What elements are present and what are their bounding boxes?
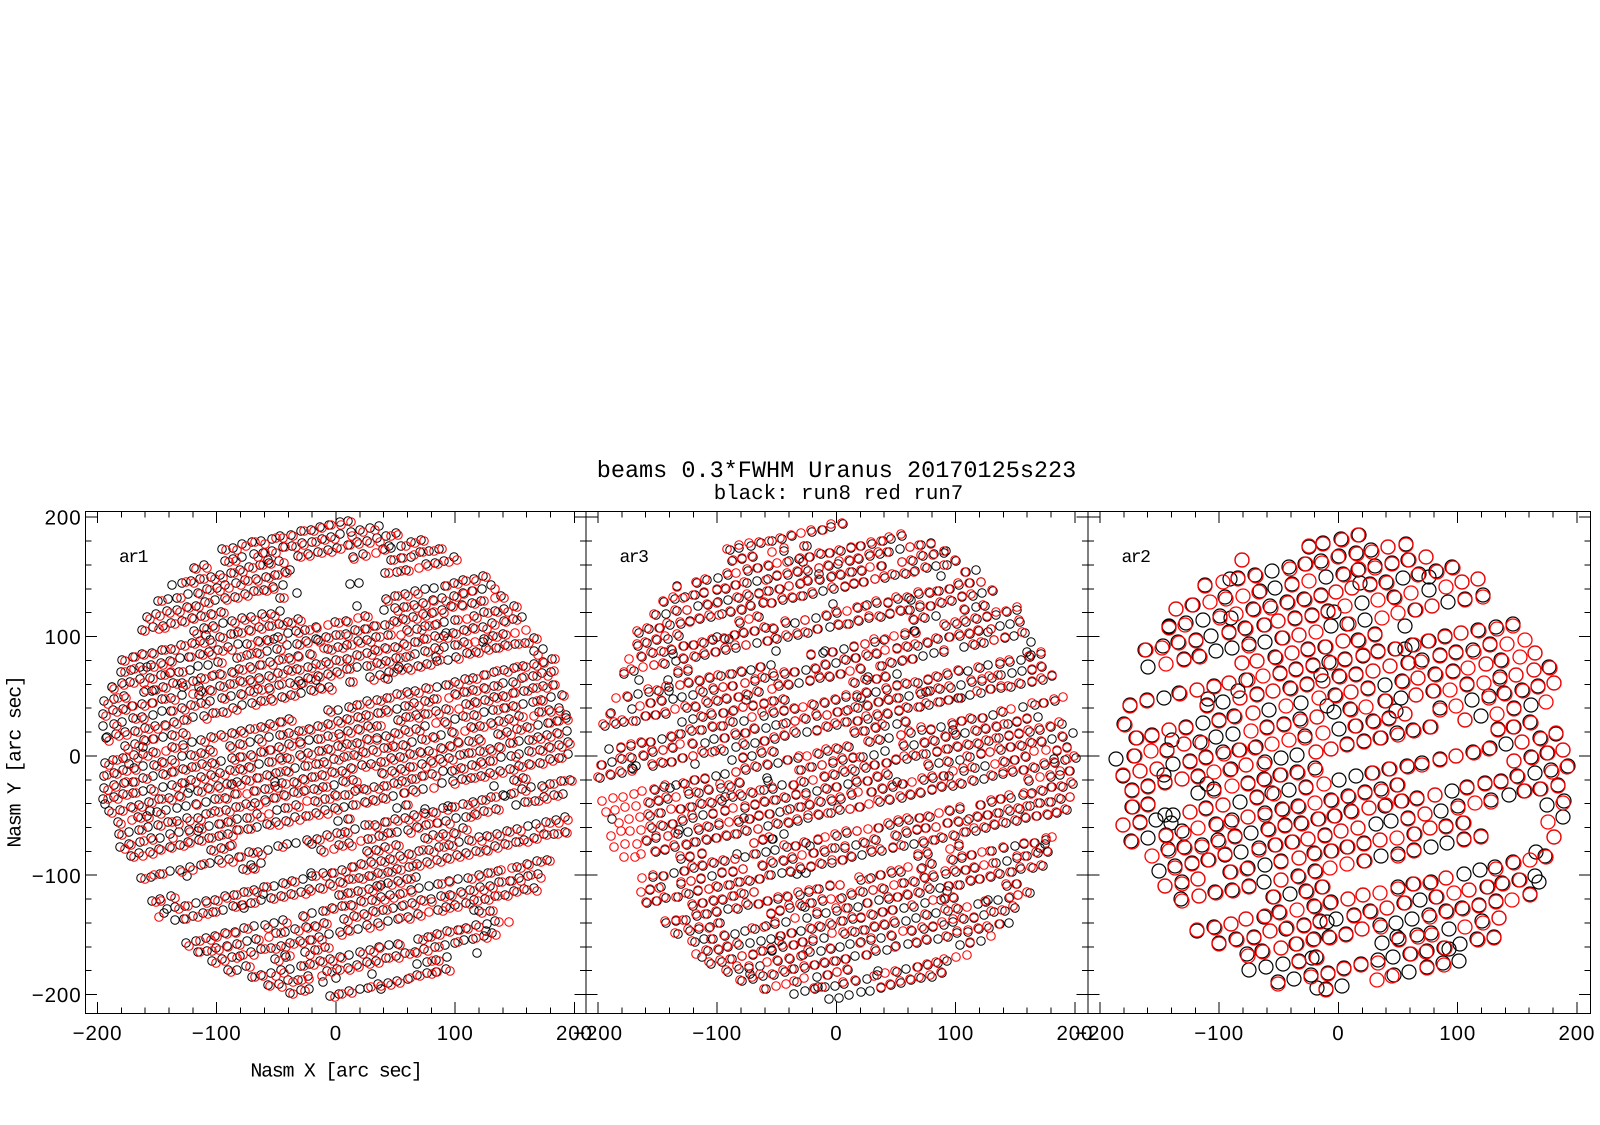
svg-text:−100: −100 [32, 865, 82, 888]
svg-text:0: 0 [330, 1022, 342, 1045]
svg-text:beams 0.3*FWHM Uranus 20170125: beams 0.3*FWHM Uranus 20170125s223 [597, 458, 1076, 485]
svg-text:100: 100 [437, 1022, 474, 1045]
svg-text:black: run8 red run7: black: run8 red run7 [714, 483, 964, 506]
svg-text:−100: −100 [1194, 1022, 1244, 1045]
svg-text:−200: −200 [1075, 1022, 1125, 1045]
svg-text:100: 100 [45, 626, 82, 649]
svg-text:100: 100 [937, 1022, 974, 1045]
svg-text:−100: −100 [692, 1022, 742, 1045]
svg-text:200: 200 [556, 1022, 593, 1045]
svg-text:0: 0 [830, 1022, 842, 1045]
svg-text:200: 200 [45, 507, 82, 530]
svg-text:−100: −100 [192, 1022, 242, 1045]
svg-text:Nasm X [arc sec]: Nasm X [arc sec] [250, 1061, 421, 1084]
svg-text:Nasm Y [arc sec]: Nasm Y [arc sec] [5, 676, 28, 847]
svg-text:100: 100 [1439, 1022, 1476, 1045]
svg-text:200: 200 [1558, 1022, 1595, 1045]
svg-text:200: 200 [1056, 1022, 1093, 1045]
svg-text:−200: −200 [73, 1022, 123, 1045]
svg-text:−200: −200 [32, 984, 82, 1007]
svg-text:0: 0 [1332, 1022, 1344, 1045]
svg-text:ar3: ar3 [620, 548, 649, 568]
svg-text:−200: −200 [573, 1022, 623, 1045]
svg-text:ar2: ar2 [1122, 548, 1151, 568]
svg-text:ar1: ar1 [119, 548, 148, 568]
svg-text:0: 0 [69, 745, 81, 768]
